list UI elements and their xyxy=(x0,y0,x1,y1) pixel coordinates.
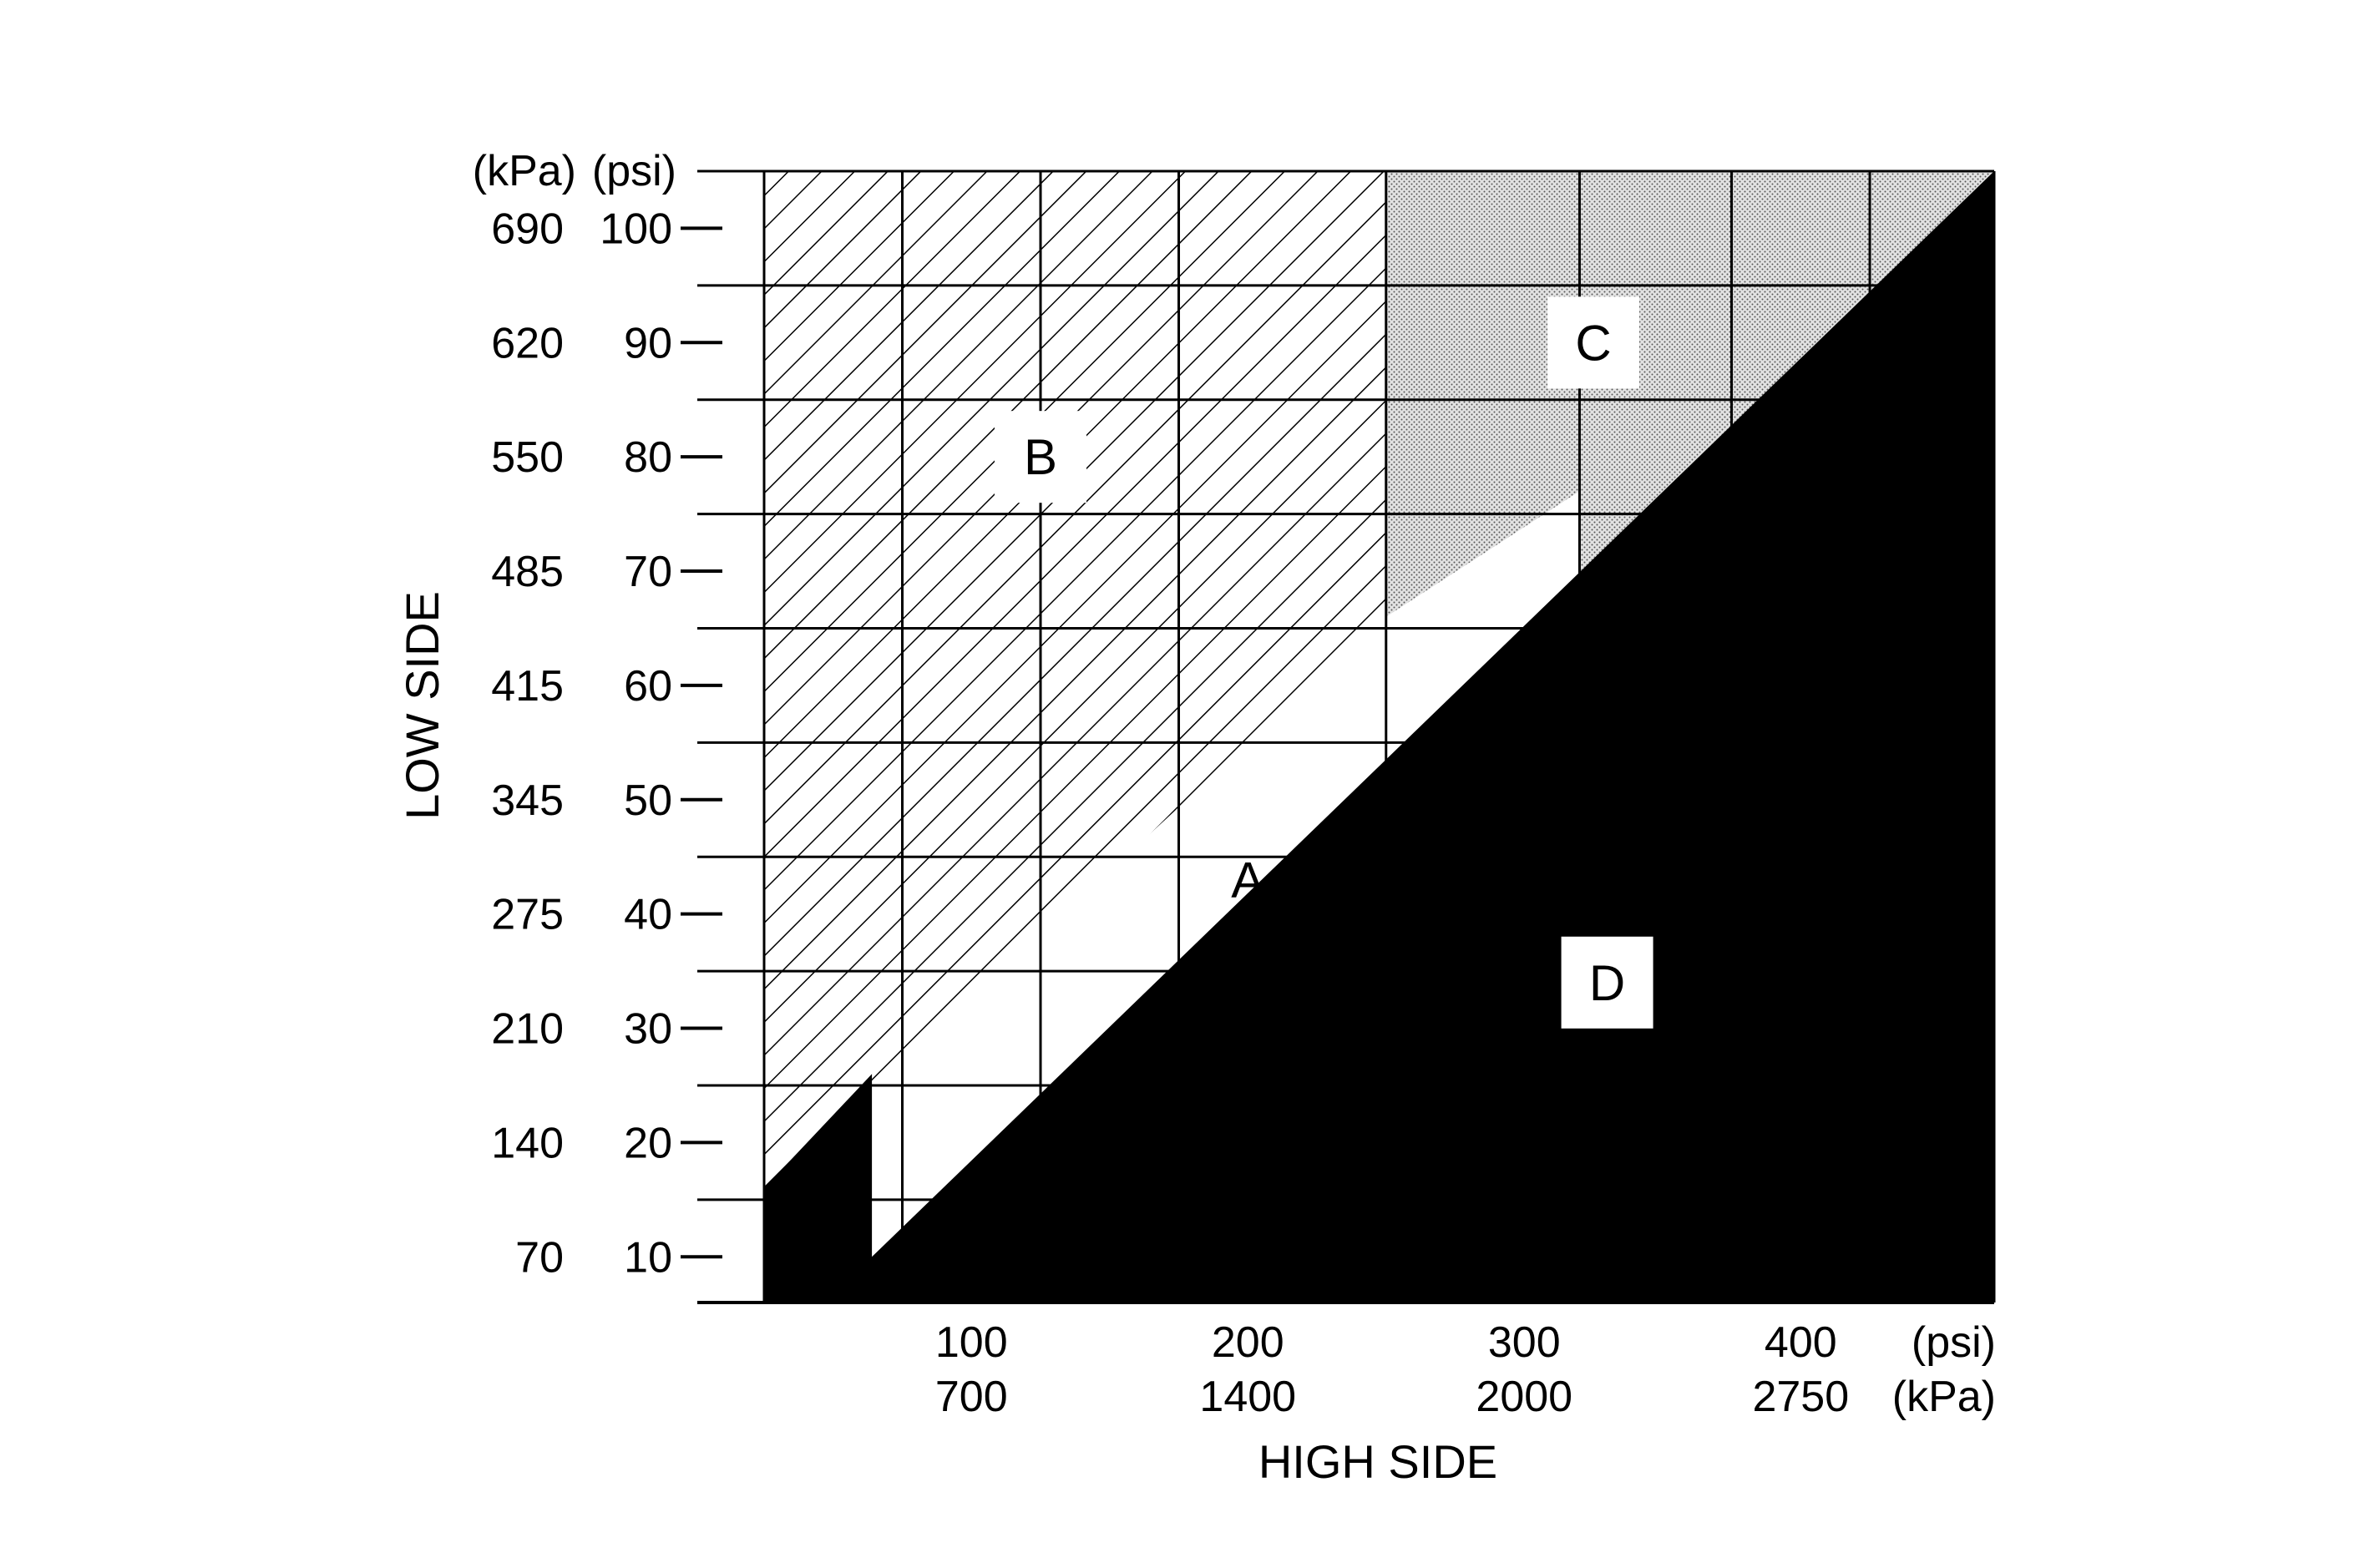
x-unit-primary: (psi) xyxy=(1912,1318,1996,1367)
region-label-d: D xyxy=(1589,955,1625,1011)
region-label-a: A xyxy=(1231,852,1264,908)
grid-layer xyxy=(697,169,1996,1304)
region-label-c: C xyxy=(1575,315,1611,371)
y-axis-title: LOW SIDE xyxy=(396,591,448,820)
x-unit-secondary: (kPa) xyxy=(1892,1373,1996,1421)
y-tick-label-kpa-275: 275 xyxy=(491,891,564,939)
y-tick-label-psi-70: 70 xyxy=(624,548,672,596)
region-d xyxy=(764,171,1994,1303)
y-tick-label-kpa-70: 70 xyxy=(515,1233,564,1282)
region-c xyxy=(1385,171,1994,675)
x-tick-label-kpa-2750: 2750 xyxy=(1752,1373,1849,1421)
x-tick-label-psi-200: 200 xyxy=(1212,1318,1284,1367)
x-tick-label-kpa-2000: 2000 xyxy=(1476,1373,1572,1421)
labels-layer: A B C D xyxy=(995,296,1653,1029)
y-tick-label-kpa-210: 210 xyxy=(491,1005,564,1054)
y-tick-label-psi-10: 10 xyxy=(624,1233,672,1282)
y-tick-label-psi-60: 60 xyxy=(624,662,672,711)
y-tick-label-psi-50: 50 xyxy=(624,776,672,825)
x-axis-title: HIGH SIDE xyxy=(1258,1435,1497,1488)
y-tick-label-kpa-140: 140 xyxy=(491,1119,564,1167)
axis-layer: 10 70 20 140 30 210 40 275 50 345 60 415 70 485 80 550 9… xyxy=(491,205,1849,1421)
region-label-b: B xyxy=(1024,429,1057,485)
y-unit-secondary: (kPa) xyxy=(473,147,576,195)
y-tick-label-psi-40: 40 xyxy=(624,891,672,939)
region-label-box-b xyxy=(995,411,1087,503)
region-label-box-c xyxy=(1547,296,1640,389)
y-unit-primary: (psi) xyxy=(592,147,676,195)
y-tick-label-kpa-550: 550 xyxy=(491,433,564,482)
x-tick-label-psi-300: 300 xyxy=(1488,1318,1561,1367)
y-tick-label-psi-80: 80 xyxy=(624,433,672,482)
y-tick-label-kpa-485: 485 xyxy=(491,548,564,596)
y-tick-label-psi-20: 20 xyxy=(624,1119,672,1167)
y-tick-label-kpa-415: 415 xyxy=(491,662,564,711)
y-tick-label-psi-100: 100 xyxy=(600,205,672,253)
x-tick-label-kpa-700: 700 xyxy=(935,1373,1008,1421)
x-tick-label-psi-100: 100 xyxy=(935,1318,1008,1367)
y-tick-label-kpa-690: 690 xyxy=(491,205,564,253)
y-tick-label-kpa-345: 345 xyxy=(491,776,564,825)
x-tick-label-kpa-1400: 1400 xyxy=(1199,1373,1296,1421)
y-tick-label-kpa-620: 620 xyxy=(491,319,564,367)
x-tick-label-psi-400: 400 xyxy=(1765,1318,1837,1367)
y-tick-label-psi-30: 30 xyxy=(624,1005,672,1054)
y-tick-label-psi-90: 90 xyxy=(624,319,672,367)
region-label-box-d xyxy=(1561,936,1653,1029)
regions-layer xyxy=(764,171,1994,1303)
region-b xyxy=(764,171,1386,1189)
